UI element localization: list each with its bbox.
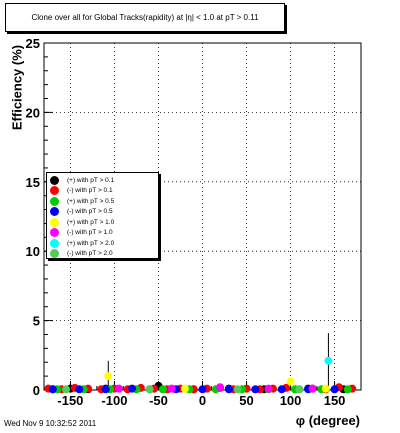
y-tick-label: 5 [33, 314, 40, 329]
legend-label: (-) with pT > 1.0 [67, 229, 113, 237]
data-point [324, 356, 333, 365]
legend-marker [50, 186, 59, 196]
x-axis-label: φ (degree) [295, 413, 360, 428]
legend-label: (-) with pT > 2.0 [67, 250, 113, 258]
data-point [75, 385, 84, 394]
x-tick-label: 100 [280, 393, 302, 408]
data-point [62, 385, 71, 394]
legend-entry: (+) with pT > 0.1 [47, 175, 158, 186]
data-point [233, 385, 242, 394]
data-point [264, 384, 273, 393]
data-point [128, 384, 137, 393]
y-tick-label: 25 [26, 36, 40, 51]
data-points [44, 356, 357, 394]
data-point [330, 385, 339, 394]
legend-label: (+) with pT > 2.0 [67, 239, 115, 247]
data-point [277, 385, 286, 394]
legend-marker [50, 217, 59, 227]
data-point [101, 385, 110, 394]
data-point [286, 377, 295, 386]
data-point [224, 385, 233, 394]
legend-entry: (-) with pT > 0.1 [47, 186, 158, 197]
x-tick-label: -150 [57, 393, 83, 408]
y-tick-label: 20 [26, 105, 40, 120]
data-point [114, 384, 123, 393]
y-axis-label: Efficiency (%) [9, 44, 25, 131]
legend-entry: (+) with pT > 0.5 [47, 196, 158, 207]
x-tick-label: 0 [199, 393, 206, 408]
y-axis: 0 5 10 15 20 25 [26, 36, 53, 398]
legend-marker [50, 249, 59, 259]
error-bars [107, 333, 329, 390]
data-point [145, 385, 154, 394]
x-tick-label: 150 [324, 393, 346, 408]
data-point [48, 385, 57, 394]
data-point [343, 385, 352, 394]
data-point [158, 385, 167, 394]
legend-marker [50, 238, 59, 248]
chart-title: Clone over all for Global Tracks(rapidit… [5, 3, 285, 32]
legend-marker [50, 228, 59, 238]
legend-label: (+) with pT > 0.1 [67, 176, 115, 184]
data-point [198, 385, 207, 394]
y-tick-label: 15 [26, 175, 40, 190]
legend-entry: (+) with pT > 2.0 [47, 238, 158, 249]
x-tick-label: -100 [101, 393, 127, 408]
data-point [180, 384, 189, 393]
data-point [251, 385, 260, 394]
legend-entry: (-) with pT > 1.0 [47, 228, 158, 239]
data-point [167, 384, 176, 393]
y-tick-label: 10 [26, 244, 40, 259]
data-point [216, 383, 225, 392]
legend-marker [50, 175, 59, 185]
x-tick-label: 50 [239, 393, 253, 408]
x-axis: -150 -100 -50 0 50 100 150 [43, 381, 362, 408]
legend-label: (-) with pT > 0.1 [67, 187, 113, 195]
legend-label: (+) with pT > 0.5 [67, 197, 115, 205]
legend-label: (+) with pT > 1.0 [67, 218, 115, 226]
legend-marker [50, 196, 59, 206]
data-point [104, 372, 113, 381]
legend-entry: (-) with pT > 2.0 [47, 249, 158, 260]
x-tick-label: -50 [149, 393, 168, 408]
legend-marker [50, 207, 59, 217]
legend-entry: (-) with pT > 0.5 [47, 207, 158, 218]
data-point [321, 384, 330, 393]
legend: (+) with pT > 0.1 (-) with pT > 0.1 (+) wi… [46, 172, 159, 259]
y-tick-label: 0 [33, 383, 40, 398]
legend-entry: (+) with pT > 1.0 [47, 217, 158, 228]
data-point [308, 384, 317, 393]
timestamp: Wed Nov 9 10:32:52 2011 [4, 419, 97, 428]
data-point [295, 385, 304, 394]
legend-label: (-) with pT > 0.5 [67, 208, 113, 216]
